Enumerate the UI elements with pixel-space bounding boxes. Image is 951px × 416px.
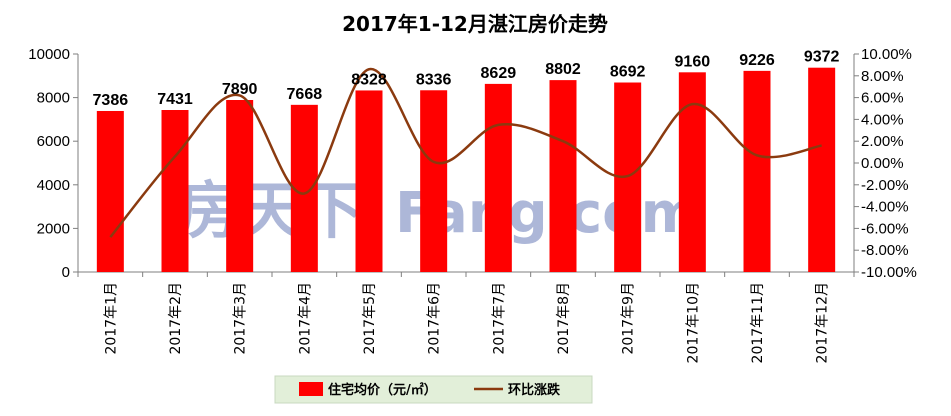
legend: 住宅均价（元/㎡） 环比涨跌 [274,375,593,404]
x-tick-label: 2017年7月 [491,282,507,355]
x-tick-label: 2017年10月 [685,282,701,363]
line-path [109,68,822,238]
y-right-tick-label: -8.00% [861,242,909,259]
x-tick-label: 2017年4月 [297,282,313,355]
bar-data-label: 8629 [481,65,517,82]
y-left-tick-label: 2000 [37,220,70,237]
y-left-tick-label: 10000 [28,46,70,63]
bar [549,80,577,273]
y-left-tick-label: 4000 [37,177,70,194]
bar [678,72,706,272]
x-tick-label: 2017年5月 [362,282,378,355]
legend-label-bar: 住宅均价（元/㎡） [328,382,437,398]
data-labels: 7386 7431 7890 7668 8328 8336 8629 8802 8692 9160… [93,49,840,109]
legend-label-line: 环比涨跌 [508,382,561,398]
y-right-tick-label: 0.00% [861,155,904,172]
y-left-tick-label: 0 [62,264,70,281]
y-left-tick-label: 8000 [37,90,70,107]
x-tick-label: 2017年8月 [556,282,572,355]
bar [808,67,836,272]
x-tick-label: 2017年9月 [621,282,637,355]
chart-title: 2017年1-12月湛江房价走势 [342,12,608,36]
bar-series [96,67,836,273]
legend-box [274,375,593,404]
bar-data-label: 7386 [93,92,129,109]
bar [420,90,448,272]
y-right-tick-label: -6.00% [861,220,909,237]
legend-swatch-bar [299,382,323,396]
x-tick-label: 2017年1月 [103,282,119,355]
bar-data-label: 8336 [416,71,452,88]
y-right-tick-label: -10.00% [861,264,917,281]
bar [161,110,189,272]
x-tick-label: 2017年11月 [750,282,766,363]
bar [743,70,771,272]
bar-data-label: 7890 [222,81,258,98]
bar-data-label: 8328 [351,71,387,88]
y-right-tick-label: 6.00% [861,90,904,107]
watermark-text: 房天下 [178,174,364,247]
bar [96,110,124,272]
bar [355,90,383,272]
bar-data-label: 7431 [157,91,193,108]
bar-data-label: 8692 [610,64,646,81]
bar [484,83,512,272]
y-right-tick-label: 4.00% [861,111,904,128]
x-tick-label: 2017年2月 [168,282,184,355]
bar-data-label: 9160 [675,53,711,70]
x-tick-label: 2017年12月 [815,282,831,363]
bar-data-label: 9372 [804,49,840,66]
bar-data-label: 9226 [739,52,775,69]
y-right-tick-label: -4.00% [861,199,909,216]
x-tick-label: 2017年6月 [427,282,443,355]
bar-data-label: 8802 [545,61,581,78]
x-tick-label: 2017年3月 [233,282,249,355]
y-right-tick-label: -2.00% [861,177,909,194]
bar-data-label: 7668 [287,86,323,103]
axes: 0 2000 4000 6000 8000 10000 -10.00% -8.00% -6.00… [28,46,917,363]
y-right-tick-label: 2.00% [861,133,904,150]
y-right-tick-label: 10.00% [861,46,912,63]
line-series [109,68,822,238]
y-left-tick-label: 6000 [37,133,70,150]
y-right-tick-label: 8.00% [861,68,904,85]
bar [226,99,254,272]
